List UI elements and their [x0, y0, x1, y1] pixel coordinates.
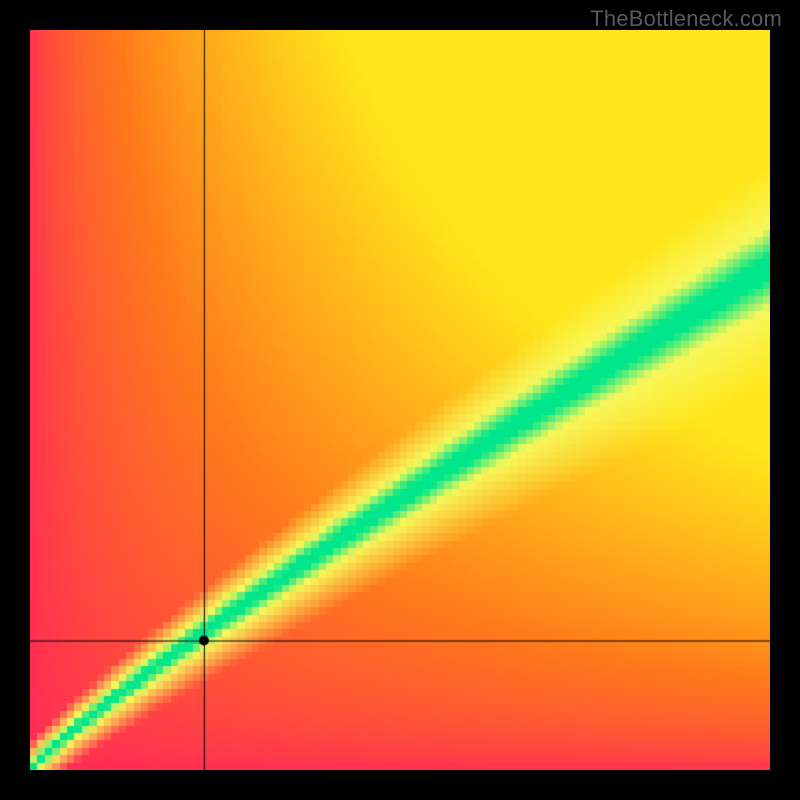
bottleneck-heatmap: [30, 30, 770, 770]
chart-container: TheBottleneck.com: [0, 0, 800, 800]
watermark-text: TheBottleneck.com: [590, 6, 782, 32]
